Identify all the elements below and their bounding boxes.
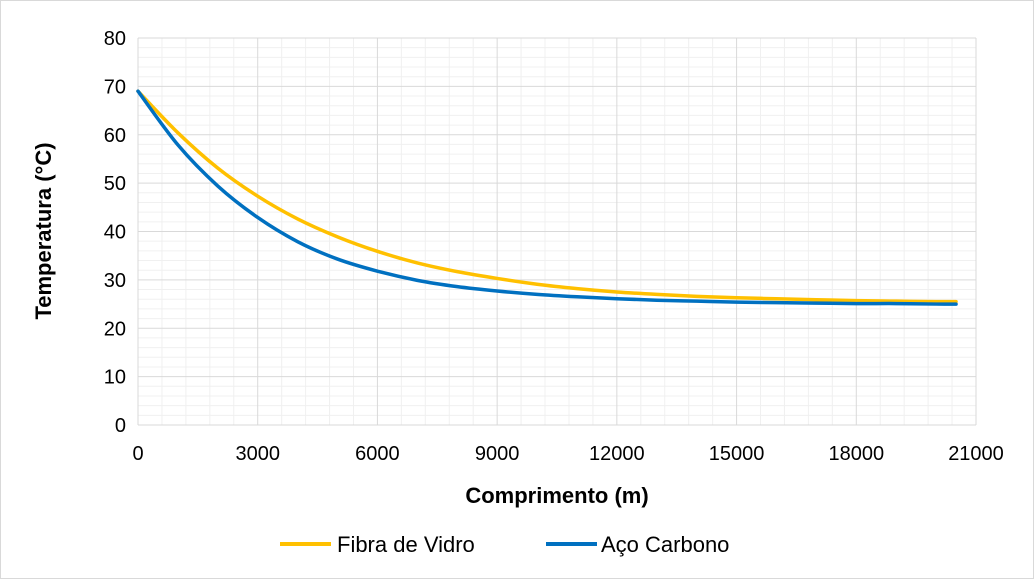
series-lines (138, 91, 956, 304)
x-tick-label: 12000 (589, 443, 645, 465)
x-tick-label: 15000 (709, 443, 765, 465)
y-tick-label: 50 (104, 173, 126, 195)
y-tick-label: 20 (104, 318, 126, 340)
x-tick-label: 3000 (235, 443, 280, 465)
y-tick-label: 40 (104, 222, 126, 244)
legend: Fibra de Vidro Aço Carbono (280, 532, 729, 557)
y-tick-labels: 0 10 20 30 40 50 60 70 80 (104, 28, 126, 437)
x-tick-label: 0 (132, 443, 143, 465)
x-axis-title: Comprimento (m) (465, 483, 648, 508)
y-axis-title: Temperatura (°C) (31, 142, 56, 319)
y-tick-label: 30 (104, 270, 126, 292)
y-tick-label: 10 (104, 367, 126, 389)
x-tick-label: 6000 (355, 443, 400, 465)
legend-label-fibra: Fibra de Vidro (337, 532, 475, 557)
y-tick-label: 80 (104, 28, 126, 50)
legend-label-aco: Aço Carbono (601, 532, 729, 557)
y-tick-label: 60 (104, 125, 126, 147)
x-tick-label: 9000 (475, 443, 520, 465)
x-tick-label: 21000 (948, 443, 1004, 465)
x-tick-label: 18000 (828, 443, 884, 465)
y-tick-label: 70 (104, 76, 126, 98)
x-tick-labels: 0 3000 6000 9000 12000 15000 18000 21000 (132, 443, 1003, 465)
y-tick-label: 0 (115, 415, 126, 437)
